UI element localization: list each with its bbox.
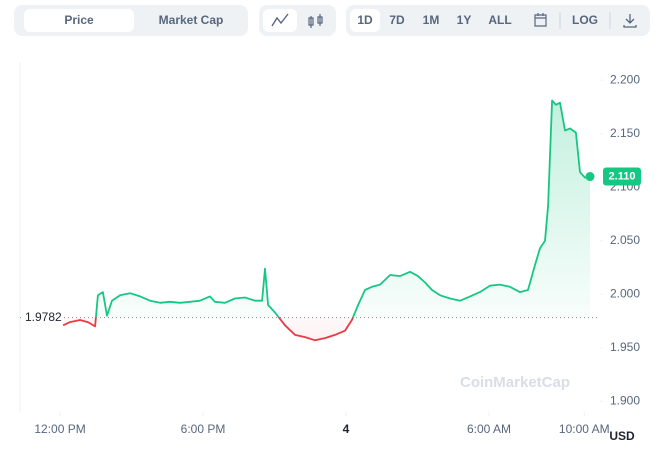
line-button[interactable] — [263, 9, 297, 32]
range[interactable]: ALL — [488, 13, 511, 27]
tab[interactable]: Market Cap — [159, 13, 224, 27]
current-label: 2.110 — [609, 170, 636, 182]
y-tick-label: 1.900 — [610, 393, 640, 407]
range[interactable]: 1Y — [457, 13, 472, 27]
download-icon[interactable] — [623, 14, 637, 28]
tab[interactable]: Price — [64, 13, 94, 27]
reference-label-bg — [22, 309, 62, 326]
y-tick-label: 2.050 — [610, 233, 640, 247]
y-tick-label: 1.950 — [610, 340, 640, 354]
y-tick-label: 2.150 — [610, 126, 640, 140]
x-tick-label: 12:00 PM — [34, 422, 85, 436]
current-dot — [585, 172, 595, 182]
area — [63, 100, 591, 341]
y-tick-label: 2.000 — [610, 286, 640, 300]
range[interactable]: 1D — [357, 13, 373, 27]
range-group — [346, 5, 650, 36]
currency-label: USD — [609, 429, 635, 443]
range[interactable]: 1M — [423, 13, 440, 27]
calendar-icon[interactable] — [534, 13, 547, 27]
toolbar: Price Market Cap 1D 7D 1M 1Y ALL LOG — [14, 5, 650, 36]
x-tick-label: 10:00 AM — [559, 422, 610, 436]
x-tick-label: 6:00 AM — [467, 422, 511, 436]
active-range[interactable] — [350, 9, 380, 32]
reference-label: 1.9782 — [25, 310, 62, 324]
y-tick-label: 2.200 — [610, 72, 640, 86]
candle-icon[interactable] — [308, 14, 323, 28]
watermark: CoinMarketCap — [460, 374, 570, 391]
range[interactable]: 7D — [389, 13, 405, 27]
active-tab[interactable] — [24, 9, 134, 32]
x-tick-label: 4 — [343, 422, 350, 436]
line-icon — [271, 13, 289, 27]
price-line — [62, 99, 591, 342]
x-tick-label: 6:00 PM — [181, 422, 226, 436]
current-badge — [603, 167, 641, 186]
log-button[interactable]: LOG — [572, 13, 598, 27]
